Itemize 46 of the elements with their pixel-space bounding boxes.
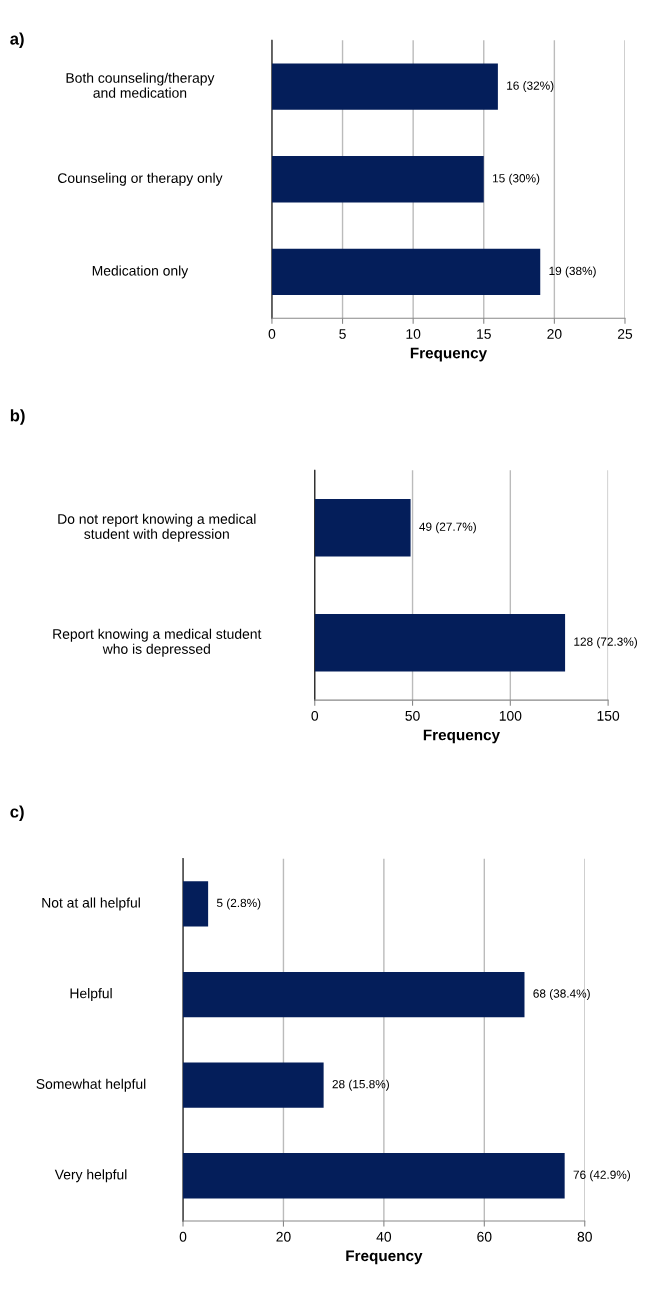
x-axis-title: Frequency [423,729,500,744]
x-tick-label: 0 [268,329,276,339]
data-label: 76 (42.9%) [573,1170,631,1182]
bar [271,248,541,296]
x-tick-label: 10 [406,329,421,339]
bar [183,1062,324,1108]
text: c) [10,805,24,821]
x-tick-label: 20 [547,329,562,339]
y-tick-label: Both counseling/therapy and medication [66,72,215,98]
y-tick-label: Medication only [92,265,189,279]
x-tick-label: 25 [617,329,633,339]
data-label: 19 (38%) [549,266,596,278]
x-tick-label: 150 [597,710,620,721]
x-tick-label: 0 [179,1231,187,1242]
bar [271,63,498,110]
data-label: 128 (72.3%) [574,637,637,649]
y-tick-label: Counseling or therapy only [58,172,223,186]
bar [183,971,525,1018]
x-tick-label: 5 [339,329,346,339]
bar [183,1153,565,1199]
x-tick-label: 0 [311,710,319,721]
x-tick-label: 40 [376,1231,392,1242]
text: b) [10,409,25,425]
x-tick-label: 50 [405,710,420,721]
y-tick-label: Very helpful [54,1169,127,1183]
bar [183,881,209,927]
x-tick-label: 15 [477,329,491,339]
bar [271,156,484,203]
text: a) [10,32,24,49]
data-label: 16 (32%) [507,81,554,93]
data-label: 15 (30%) [493,173,540,185]
data-label: 5 (2.8%) [216,898,261,910]
x-tick-label: 60 [477,1231,492,1242]
x-tick-label: 100 [499,710,522,721]
x-tick-label: 20 [276,1231,291,1242]
y-tick-label: Do not report knowing a medical student with depression [58,513,256,542]
x-tick-label: 80 [577,1231,592,1242]
y-tick-label: Helpful [70,988,112,1002]
data-label: 49 (27.7%) [419,522,476,534]
x-axis-title: Frequency [346,1250,423,1265]
data-label: 68 (38.4%) [533,989,590,1001]
x-axis-title: Frequency [410,347,488,362]
y-tick-label: Report knowing a medical student who is depressed [53,628,262,657]
y-tick-label: Somewhat helpful [36,1078,146,1092]
data-label: 28 (15.8%) [332,1079,389,1091]
y-tick-label: Not at all helpful [42,897,140,911]
